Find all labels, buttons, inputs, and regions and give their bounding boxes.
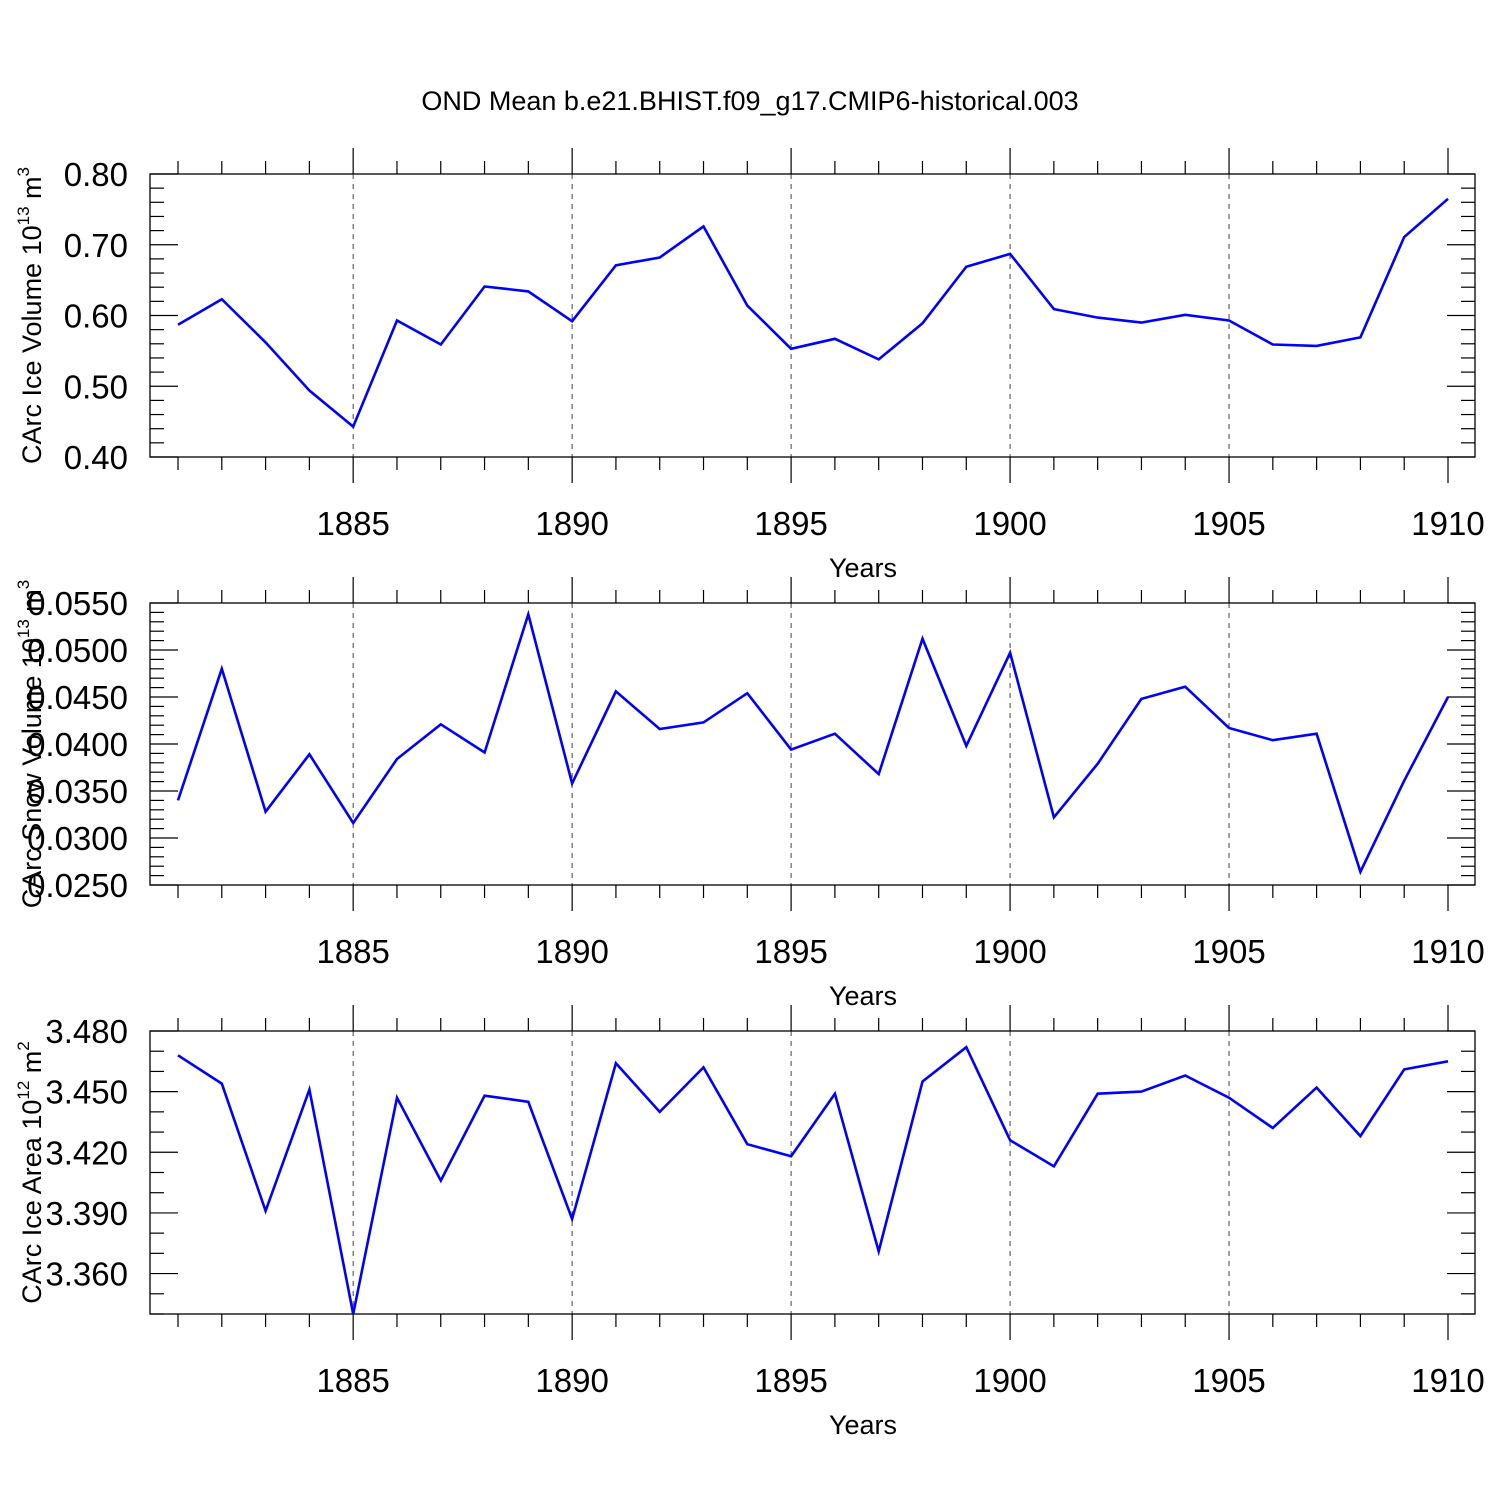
x-axis-title: Years (829, 553, 897, 583)
x-tick-label: 1910 (1411, 1362, 1484, 1399)
panel-1: 1885 1890 1895 1900 1905 1910 0.40 0.50 0.60 0.70… (14, 148, 1485, 583)
y-tick-label: 0.50 (64, 368, 128, 405)
y-axis-title-superscript: 13 (14, 206, 33, 225)
y-axis-title-text: CArc Ice Area 10 (17, 1100, 47, 1304)
y-axis-title: CArc Ice Volume 1013 m3 (14, 167, 47, 464)
y-tick-label: 3.450 (45, 1074, 128, 1111)
y-axis-title-superscript: 12 (14, 1081, 33, 1100)
y-tick-label: 0.0250 (27, 867, 128, 904)
series-line (177, 1045, 1449, 1315)
y-tick-label: 0.0400 (27, 726, 128, 763)
y-tick-label: 3.420 (45, 1134, 128, 1171)
x-tick-label: 1900 (973, 505, 1046, 542)
y-axis-title-text: CArc Ice Volume 10 (17, 225, 47, 464)
y-tick-label: 0.40 (64, 439, 128, 476)
x-tick-label: 1905 (1192, 933, 1265, 970)
x-tick-label: 1890 (535, 1362, 608, 1399)
y-axis-title: CArc Ice Area 1012 m2 (14, 1041, 47, 1304)
y-tick-label: 0.0350 (27, 773, 128, 810)
y-axis-title-unit: m (17, 589, 47, 619)
y-axis-title-superscript: 3 (14, 167, 33, 176)
x-tick-label: 1910 (1411, 933, 1484, 970)
x-tick-label: 1905 (1192, 505, 1265, 542)
x-tick-label: 1910 (1411, 505, 1484, 542)
plot-frame (149, 173, 1476, 458)
x-tick-label: 1885 (316, 1362, 389, 1399)
panel-2: 1885 1890 1895 1900 1905 1910 0.0250 0.0300 0.03… (14, 577, 1485, 1011)
y-tick-label: 0.60 (64, 298, 128, 335)
series-line (176, 609, 1450, 876)
y-axis-title-superscript: 3 (14, 580, 33, 589)
plot-frame (149, 602, 1476, 886)
x-tick-label: 1895 (754, 1362, 827, 1399)
y-tick-label: 3.360 (45, 1256, 128, 1293)
y-axis-title-unit: m (17, 176, 47, 206)
plot-title: OND Mean b.e21.BHIST.f09_g17.CMIP6-histo… (421, 86, 1078, 116)
y-tick-label: 3.480 (45, 1013, 128, 1050)
x-tick-label: 1895 (754, 505, 827, 542)
x-tick-label: 1905 (1192, 1362, 1265, 1399)
y-tick-label: 0.0550 (27, 585, 128, 622)
y-tick-label: 0.0500 (27, 632, 128, 669)
x-tick-label: 1890 (535, 933, 608, 970)
x-tick-label: 1885 (316, 505, 389, 542)
x-axis-title: Years (829, 981, 897, 1011)
y-axis-title-text: CArc Snow Volume 10 (17, 638, 47, 908)
x-tick-label: 1890 (535, 505, 608, 542)
y-axis-title: CArc Snow Volume 1013 m3 (14, 580, 47, 909)
panel-3: 1885 1890 1895 1900 1905 1910 3.360 3.390 3.420 3… (14, 1005, 1485, 1440)
x-tick-label: 1885 (316, 933, 389, 970)
y-axis-title-superscript: 2 (14, 1041, 33, 1050)
y-tick-label: 0.0300 (27, 820, 128, 857)
y-tick-label: 0.0450 (27, 679, 128, 716)
y-axis-title-superscript: 13 (14, 619, 33, 638)
y-tick-label: 3.390 (45, 1195, 128, 1232)
y-tick-label: 0.80 (64, 156, 128, 193)
x-axis-title: Years (829, 1410, 897, 1440)
x-tick-label: 1900 (973, 1362, 1046, 1399)
series-line (177, 197, 1449, 429)
x-tick-label: 1900 (973, 933, 1046, 970)
y-axis-title-unit: m (17, 1051, 47, 1081)
y-tick-label: 0.70 (64, 227, 128, 264)
x-tick-label: 1895 (754, 933, 827, 970)
plot-frame (149, 1030, 1476, 1315)
